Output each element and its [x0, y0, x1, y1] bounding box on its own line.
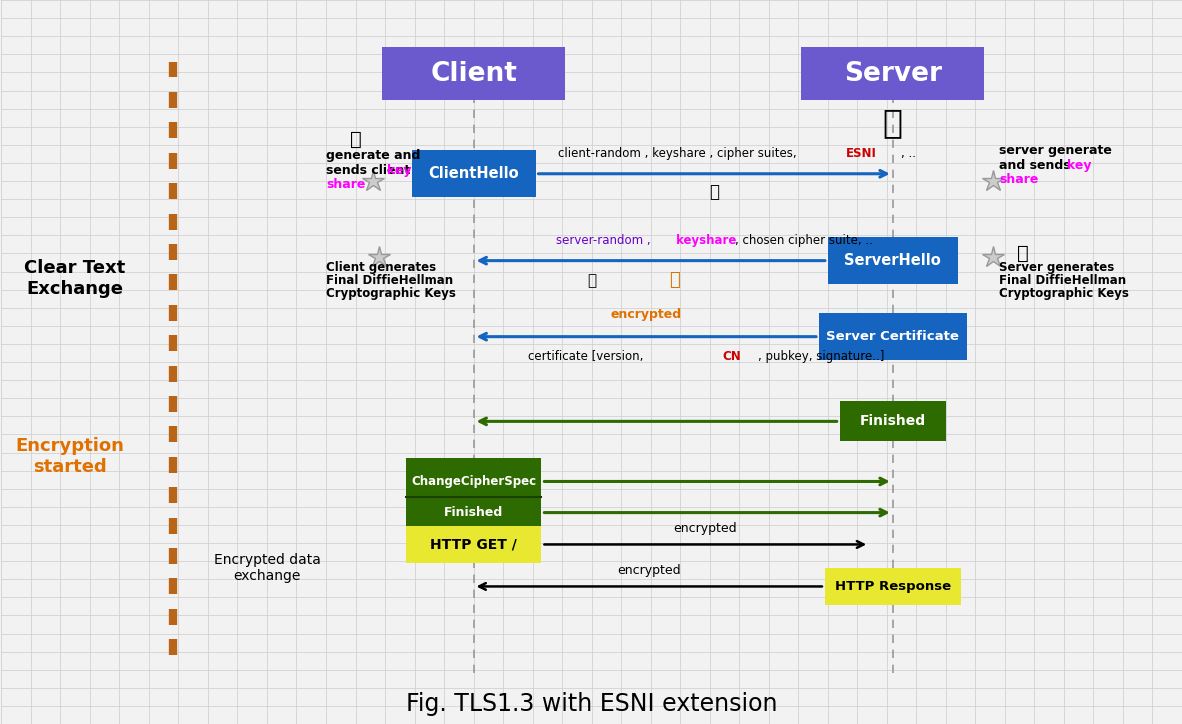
FancyBboxPatch shape — [827, 237, 957, 284]
FancyBboxPatch shape — [411, 151, 535, 197]
Text: encrypted: encrypted — [617, 564, 681, 577]
Text: Clear Text
Exchange: Clear Text Exchange — [24, 259, 125, 298]
Text: 🔒: 🔒 — [883, 106, 903, 140]
Text: Cryptographic Keys: Cryptographic Keys — [326, 287, 456, 300]
FancyBboxPatch shape — [819, 313, 967, 360]
Text: Server Certificate: Server Certificate — [826, 330, 959, 343]
Text: Finished: Finished — [444, 506, 504, 519]
Text: Encryption
started: Encryption started — [15, 437, 124, 476]
Text: ServerHello: ServerHello — [844, 253, 941, 268]
Text: HTTP Response: HTTP Response — [834, 580, 950, 593]
Text: sends client: sends client — [326, 164, 415, 177]
Text: CN: CN — [722, 350, 741, 363]
Text: key: key — [1067, 159, 1092, 172]
Text: Server generates: Server generates — [999, 261, 1115, 274]
Text: 🔑: 🔑 — [1017, 244, 1028, 263]
Text: client-random , keyshare , cipher suites,: client-random , keyshare , cipher suites… — [558, 147, 800, 160]
Text: certificate [version,: certificate [version, — [527, 350, 647, 363]
Text: Encrypted data
exchange: Encrypted data exchange — [214, 553, 320, 584]
Text: HTTP GET /: HTTP GET / — [430, 537, 517, 552]
Text: share: share — [999, 173, 1038, 186]
Text: 🖥: 🖥 — [709, 183, 719, 201]
Text: Final DiffieHellman: Final DiffieHellman — [326, 274, 453, 287]
Text: encrypted: encrypted — [611, 308, 682, 321]
Text: and sends: and sends — [999, 159, 1074, 172]
Text: key: key — [388, 164, 411, 177]
Text: Fig. TLS1.3 with ESNI extension: Fig. TLS1.3 with ESNI extension — [405, 691, 778, 716]
FancyBboxPatch shape — [405, 458, 541, 534]
Text: keyshare: keyshare — [671, 234, 736, 247]
Text: , ..: , .. — [902, 147, 916, 160]
Text: ESNI: ESNI — [846, 147, 877, 160]
FancyBboxPatch shape — [801, 47, 985, 100]
Text: 🖥: 🖥 — [587, 273, 596, 287]
Text: , pubkey, signature..]: , pubkey, signature..] — [758, 350, 884, 363]
Text: Server: Server — [844, 61, 942, 87]
Text: 🔑: 🔑 — [669, 272, 680, 289]
FancyBboxPatch shape — [405, 526, 541, 563]
Text: Cryptographic Keys: Cryptographic Keys — [999, 287, 1129, 300]
Text: , chosen cipher suite, ..: , chosen cipher suite, .. — [735, 234, 873, 247]
Text: Finished: Finished — [859, 414, 926, 429]
Text: ChangeCipherSpec: ChangeCipherSpec — [411, 475, 537, 488]
Text: share: share — [326, 178, 365, 191]
Text: server generate: server generate — [999, 144, 1112, 157]
Text: server-random ,: server-random , — [557, 234, 651, 247]
FancyBboxPatch shape — [825, 568, 961, 605]
Text: Client generates: Client generates — [326, 261, 436, 274]
Text: Client: Client — [430, 61, 517, 87]
Text: Final DiffieHellman: Final DiffieHellman — [999, 274, 1126, 287]
FancyBboxPatch shape — [839, 401, 946, 442]
FancyBboxPatch shape — [382, 47, 565, 100]
Text: generate and: generate and — [326, 149, 421, 162]
Text: encrypted: encrypted — [674, 522, 738, 535]
Text: ClientHello: ClientHello — [428, 167, 519, 181]
Text: 🔑: 🔑 — [350, 130, 362, 148]
